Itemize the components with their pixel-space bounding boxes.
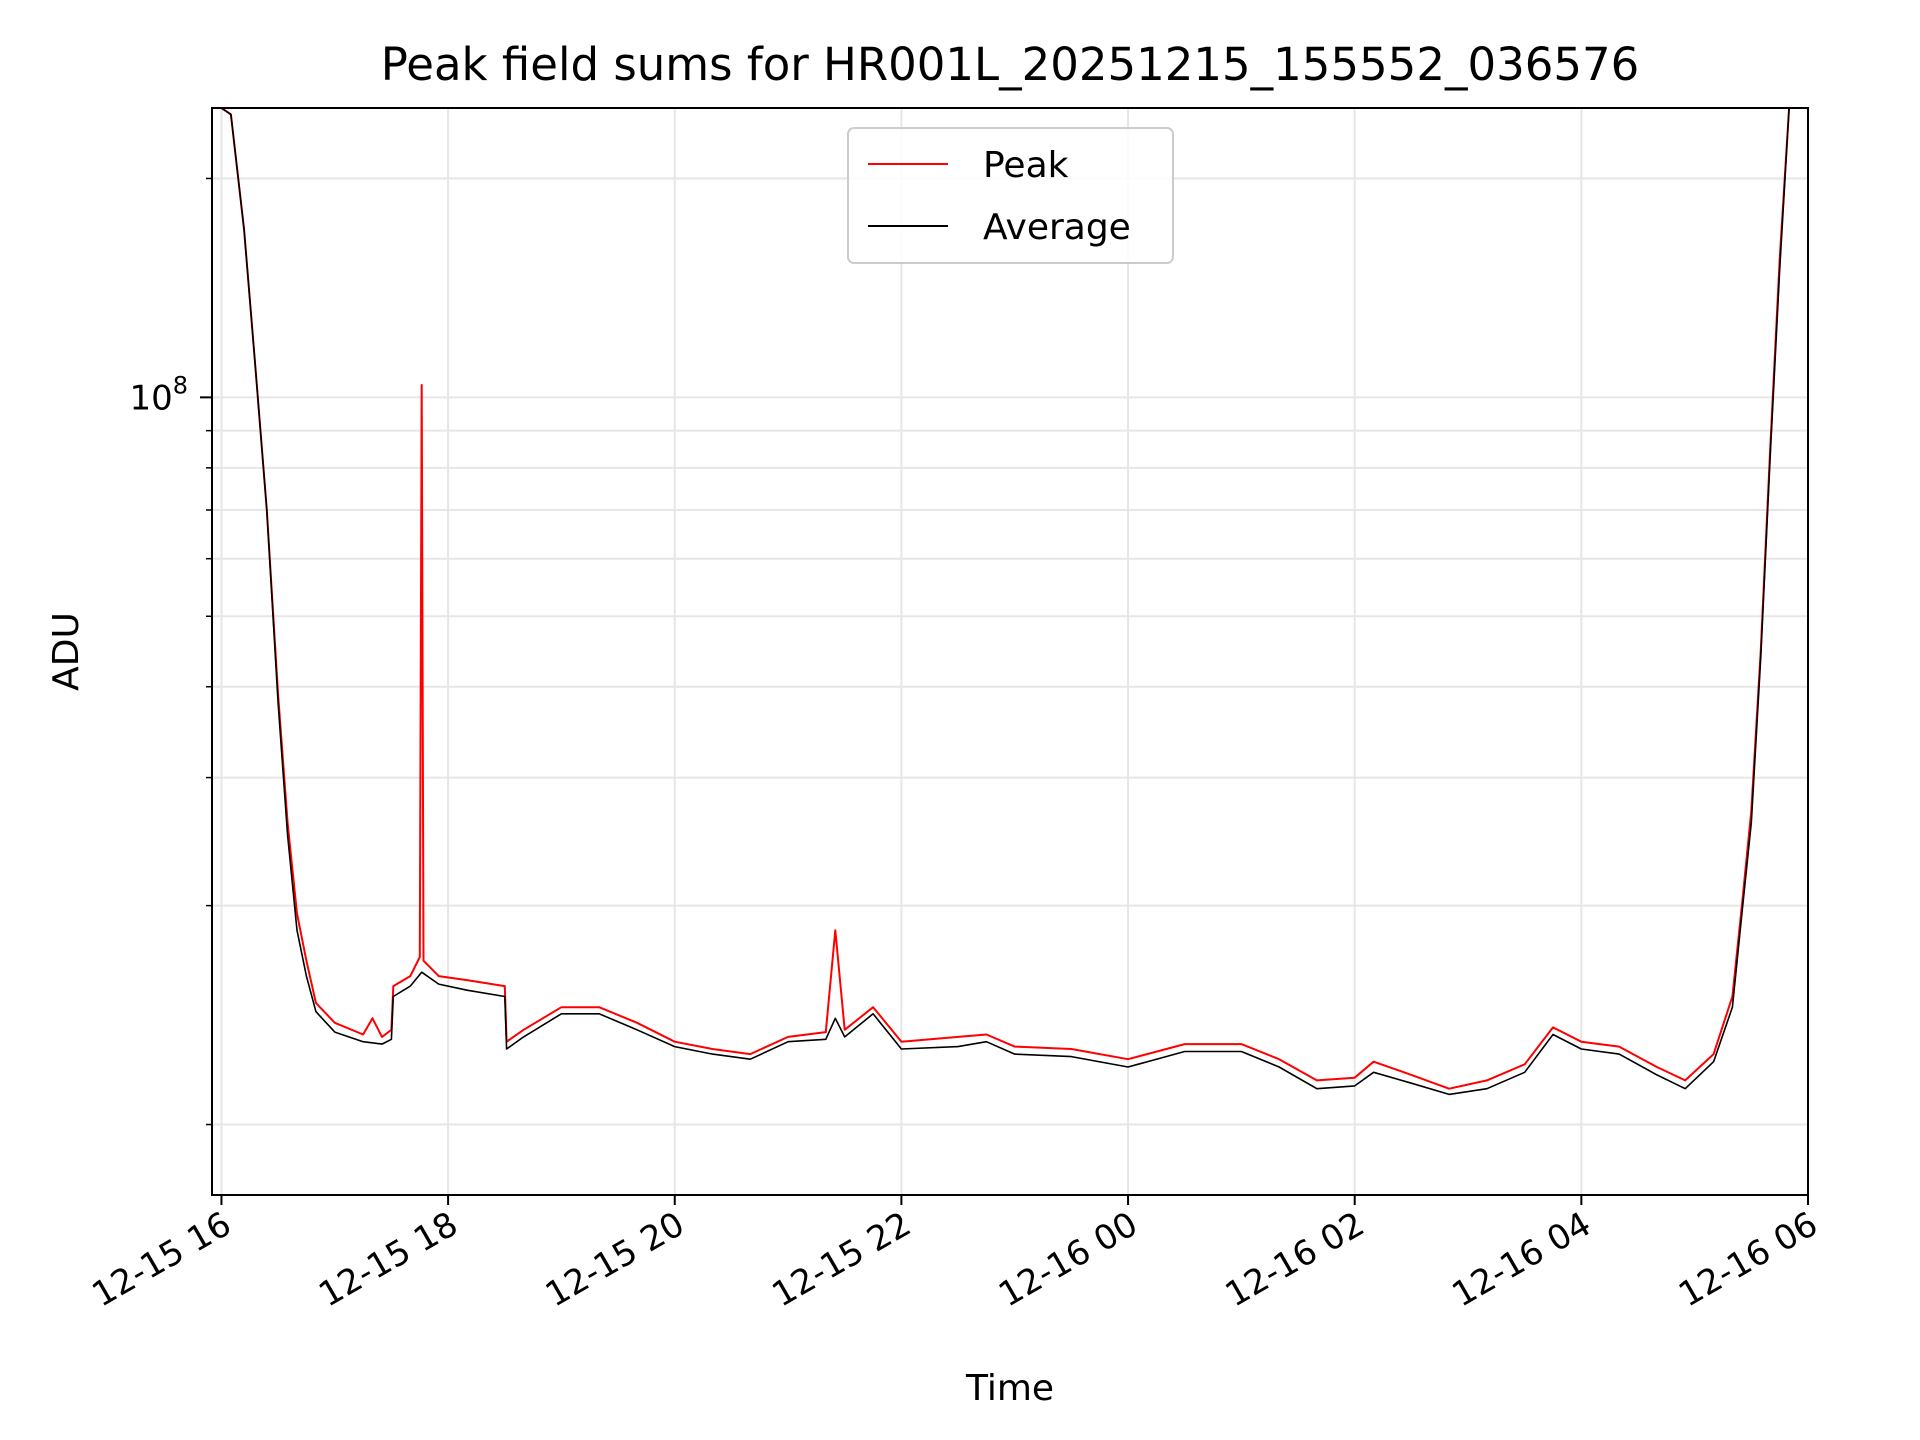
- legend-label: Average: [983, 207, 1131, 248]
- legend-box: [847, 127, 1174, 264]
- x-tick-label: 12-16 04: [1445, 1204, 1597, 1315]
- chart-title: Peak field sums for HR001L_20251215_1555…: [381, 38, 1639, 91]
- y-axis-title: ADU: [46, 612, 87, 691]
- series-layer: [220, 107, 1791, 1096]
- legend-label: Peak: [983, 145, 1069, 186]
- x-tick-label: 12-16 02: [1219, 1204, 1371, 1315]
- x-tick-label: 12-16 00: [992, 1204, 1144, 1315]
- grid: [212, 108, 1809, 1195]
- x-tick-label: 12-16 06: [1672, 1204, 1824, 1315]
- x-axis-title: Time: [965, 1368, 1054, 1409]
- plot-frame: [211, 107, 1809, 1196]
- x-tick-label: 12-15 20: [539, 1204, 691, 1315]
- x-tick-label: 12-15 18: [312, 1204, 464, 1315]
- series-line-average: [220, 107, 1790, 1096]
- x-tick-label: 12-15 16: [86, 1204, 238, 1315]
- legend: Peak Average: [847, 127, 1174, 264]
- ticks: 12-15 16 12-15 18 12-15 20 12-15 22 12-16 00…: [86, 177, 1825, 1315]
- x-tick-label: 12-15 22: [766, 1204, 918, 1315]
- y-tick-label: 108: [129, 371, 188, 418]
- series-line-peak: [220, 107, 1791, 1090]
